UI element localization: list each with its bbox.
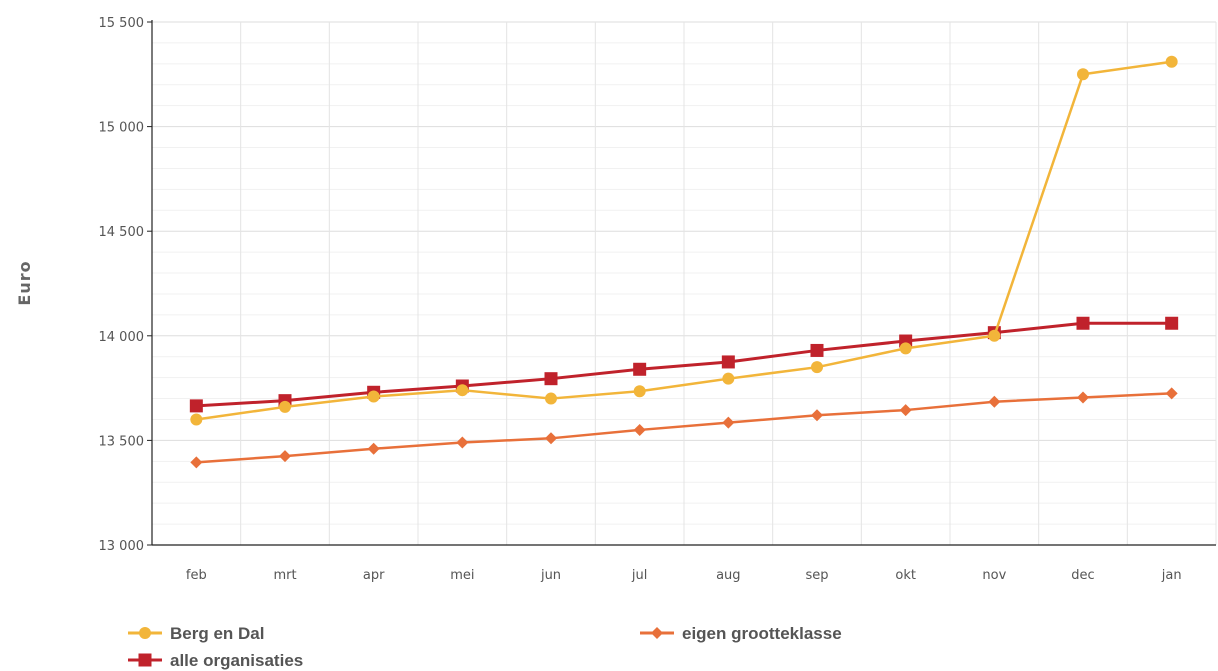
data-point-alle-organisaties — [544, 372, 558, 386]
data-point-berg-en-dal — [899, 342, 912, 355]
y-tick-labels: 13 000 13 500 14 000 14 500 15 000 15 500 — [99, 16, 145, 554]
x-tick-label: aug — [716, 568, 740, 583]
x-tick-label: mrt — [273, 568, 296, 583]
x-tick-label: feb — [186, 568, 207, 583]
y-tick-label: 15 500 — [99, 16, 145, 31]
series-berg-en-dal — [190, 55, 1178, 426]
y-tick-label: 14 000 — [99, 330, 145, 345]
data-point-berg-en-dal — [1077, 68, 1089, 81]
series-line-berg-en-dal — [196, 60, 1172, 421]
legend-label: Berg en Dal — [170, 624, 264, 643]
data-point-eigen-grootteklasse — [367, 442, 380, 455]
data-point-berg-en-dal — [722, 372, 735, 385]
data-point-berg-en-dal — [811, 361, 823, 374]
y-tick-label: 15 000 — [99, 121, 145, 136]
x-tick-label: okt — [895, 568, 916, 583]
x-tick-labels: feb mrt apr mei jun jul aug sep okt nov dec jan — [186, 568, 1182, 583]
data-point-eigen-grootteklasse — [456, 436, 469, 449]
x-tick-label: dec — [1071, 568, 1094, 583]
data-point-berg-en-dal — [190, 413, 203, 426]
x-tick-label: nov — [982, 568, 1006, 583]
x-tick-label: apr — [363, 568, 385, 583]
data-point-eigen-grootteklasse — [633, 423, 646, 436]
data-point-eigen-grootteklasse — [279, 450, 291, 463]
y-tick-label: 13 500 — [99, 434, 145, 449]
series-group — [189, 55, 1179, 469]
data-point-eigen-grootteklasse — [545, 432, 557, 445]
data-point-eigen-grootteklasse — [988, 395, 1001, 408]
data-point-berg-en-dal — [367, 390, 380, 403]
legend-item-eigen-grootteklasse: eigen grootteklasse — [640, 624, 842, 643]
data-point-eigen-grootteklasse — [190, 456, 203, 469]
y-tick-label: 13 000 — [99, 539, 145, 554]
data-point-eigen-grootteklasse — [1165, 387, 1178, 400]
series-eigen-grootteklasse — [190, 387, 1178, 469]
axes — [147, 20, 1216, 546]
legend: Berg en Dal eigen grootteklasse alle organ… — [128, 624, 842, 670]
data-point-alle-organisaties — [721, 355, 735, 369]
data-point-alle-organisaties — [810, 343, 824, 357]
data-point-eigen-grootteklasse — [899, 404, 912, 417]
x-tick-label: sep — [805, 568, 828, 583]
x-tick-label: jan — [1161, 568, 1182, 583]
data-point-berg-en-dal — [988, 329, 1001, 342]
data-point-alle-organisaties — [189, 399, 203, 413]
legend-marker — [651, 627, 663, 639]
legend-label: alle organisaties — [170, 651, 303, 670]
y-axis-label: Euro — [15, 260, 34, 305]
series-line-alle-organisaties — [196, 321, 1172, 408]
legend-marker — [138, 653, 152, 667]
y-tick-label: 14 500 — [99, 225, 145, 240]
data-point-berg-en-dal — [279, 400, 291, 413]
data-point-berg-en-dal — [545, 392, 557, 405]
data-point-eigen-grootteklasse — [1077, 391, 1089, 404]
data-point-berg-en-dal — [1165, 55, 1178, 68]
data-point-alle-organisaties — [633, 362, 647, 376]
data-point-berg-en-dal — [456, 384, 469, 397]
data-point-eigen-grootteklasse — [811, 409, 823, 422]
x-tick-label: jun — [540, 568, 561, 583]
x-tick-label: mei — [450, 568, 474, 583]
legend-item-alle-organisaties: alle organisaties — [128, 651, 303, 670]
legend-label: eigen grootteklasse — [682, 624, 842, 643]
x-tick-label: jul — [631, 568, 647, 583]
grid — [151, 21, 1217, 545]
series-line-eigen-grootteklasse — [196, 392, 1172, 464]
legend-item-berg-en-dal: Berg en Dal — [128, 624, 264, 643]
legend-marker — [139, 627, 151, 639]
data-point-eigen-grootteklasse — [722, 416, 735, 429]
data-point-alle-organisaties — [1165, 316, 1179, 330]
data-point-alle-organisaties — [1076, 316, 1090, 330]
data-point-berg-en-dal — [633, 385, 646, 398]
